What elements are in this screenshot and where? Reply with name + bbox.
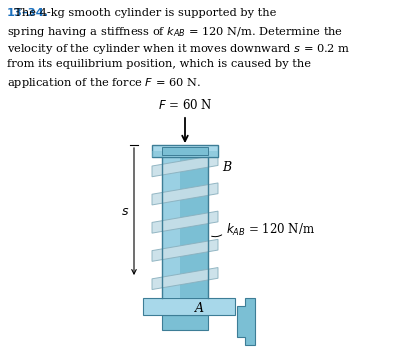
Bar (162, 315, 208, 330)
Bar (162, 157, 208, 298)
Text: $k_{AB}$ = 120 N/m: $k_{AB}$ = 120 N/m (226, 222, 315, 238)
Text: A: A (195, 302, 204, 315)
Bar (162, 157, 180, 298)
Polygon shape (152, 239, 218, 261)
Text: application of the force $F$ = 60 N.: application of the force $F$ = 60 N. (7, 76, 201, 90)
Text: B: B (222, 161, 231, 174)
Polygon shape (152, 183, 218, 205)
Polygon shape (152, 211, 218, 233)
Text: 13–34.: 13–34. (7, 8, 49, 18)
Text: The 4-kg smooth cylinder is supported by the: The 4-kg smooth cylinder is supported by… (7, 8, 277, 18)
Polygon shape (152, 267, 218, 290)
Text: $F$ = 60 N: $F$ = 60 N (158, 98, 212, 112)
Bar (162, 147, 208, 155)
Text: spring having a stiffness of $k_{AB}$ = 120 N/m. Determine the: spring having a stiffness of $k_{AB}$ = … (7, 25, 343, 39)
Polygon shape (152, 155, 218, 177)
Polygon shape (237, 298, 255, 345)
Bar (152, 151, 218, 157)
Text: from its equilibrium position, which is caused by the: from its equilibrium position, which is … (7, 59, 311, 69)
Text: $s$: $s$ (121, 205, 129, 218)
Bar (152, 145, 218, 157)
Text: velocity of the cylinder when it moves downward $s$ = 0.2 m: velocity of the cylinder when it moves d… (7, 42, 350, 56)
Bar (143, 298, 235, 315)
